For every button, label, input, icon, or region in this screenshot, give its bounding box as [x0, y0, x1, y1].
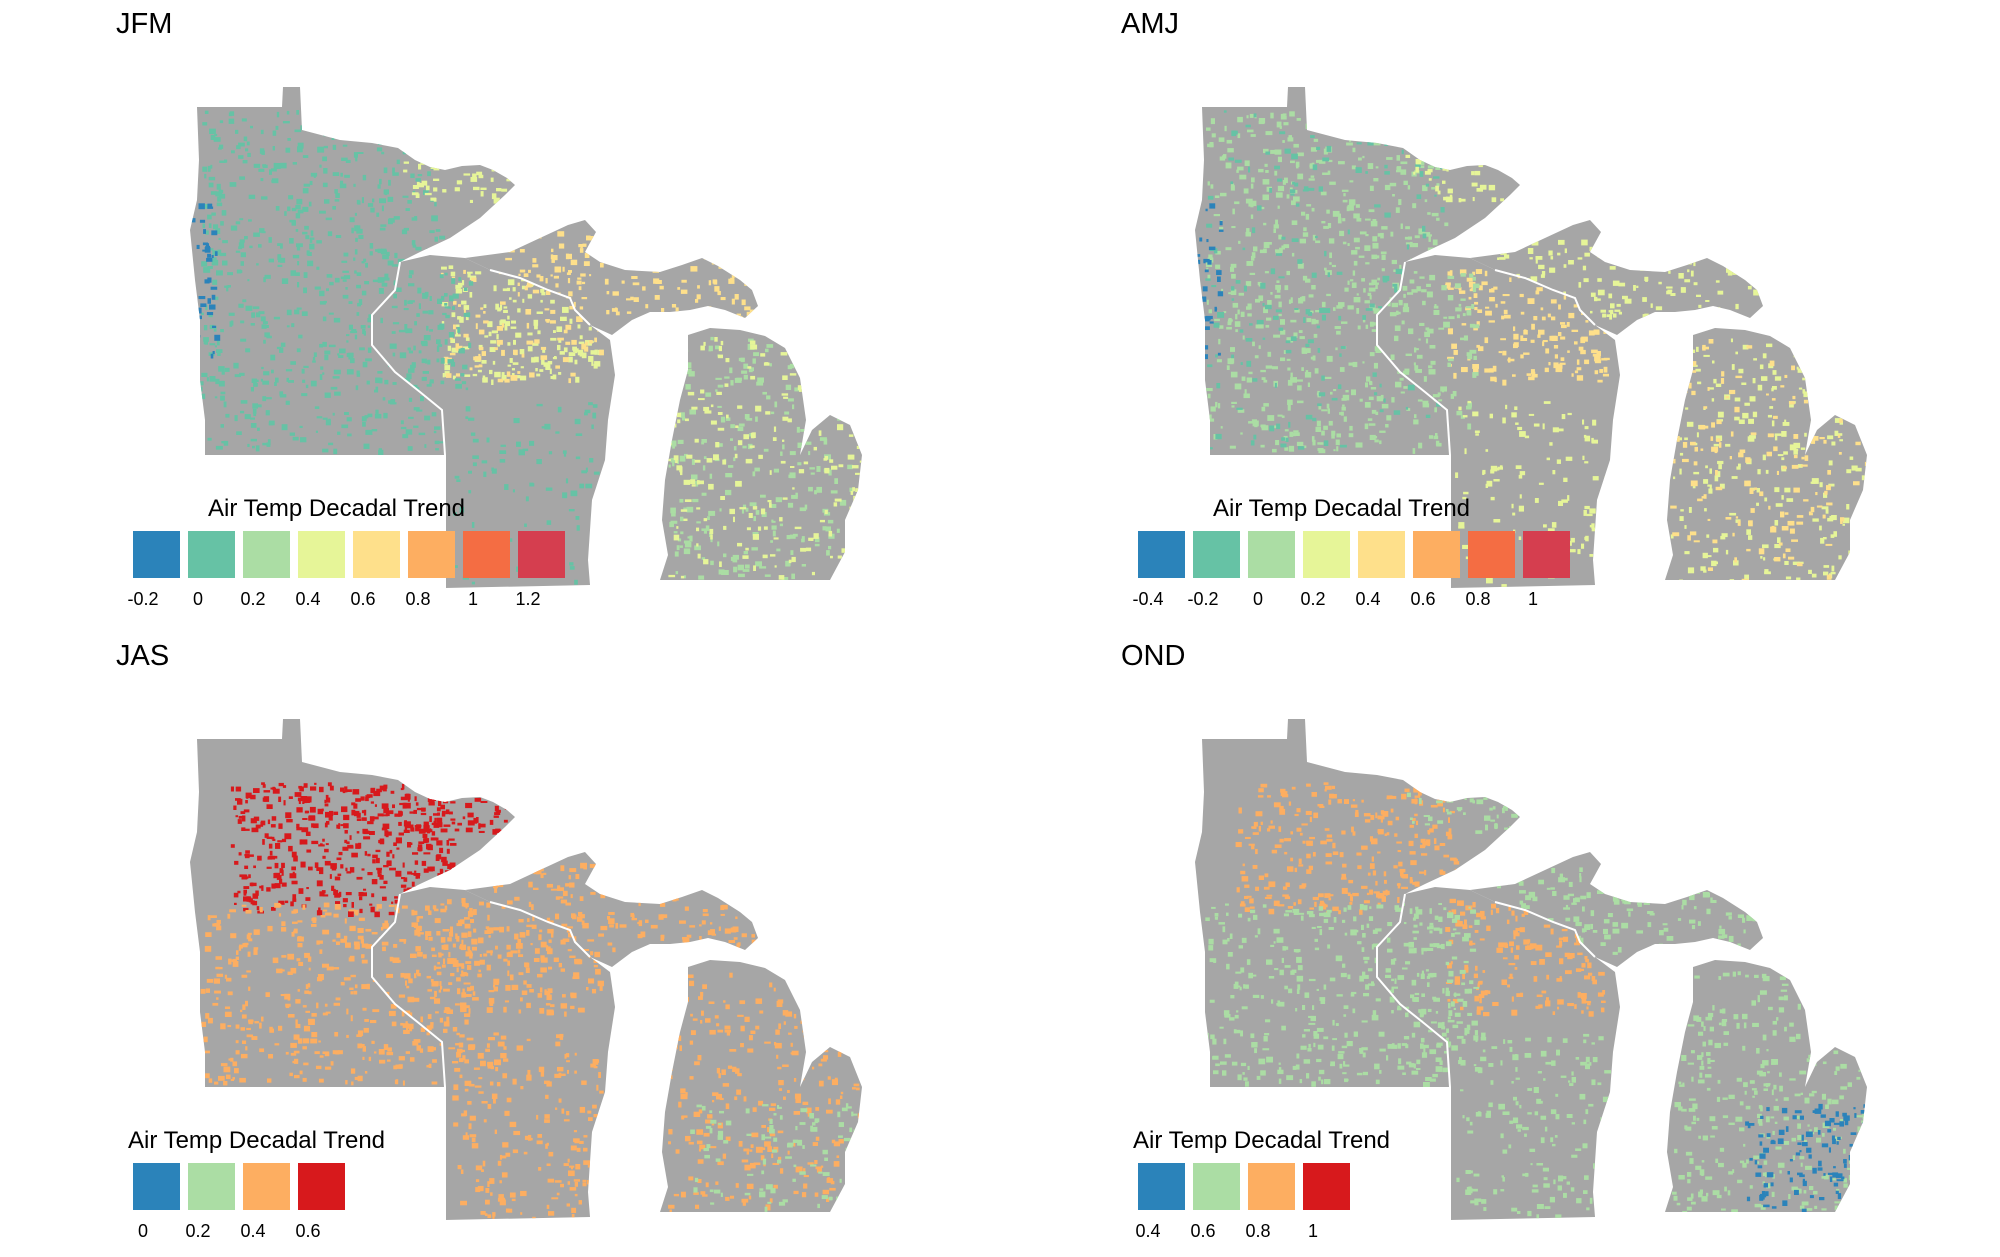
legend-tick-label: 1 — [1528, 589, 1538, 610]
legend-swatch — [1413, 531, 1460, 578]
legend-title: Air Temp Decadal Trend — [1213, 495, 1470, 523]
legend-swatch — [1248, 1163, 1295, 1210]
legend-swatches — [133, 531, 565, 578]
legend-tick-label: -0.2 — [1187, 589, 1218, 610]
legend-tick-label: 0.2 — [240, 589, 265, 610]
legend-swatch — [1248, 531, 1295, 578]
legend-swatches — [1138, 531, 1570, 578]
legend-tick-label: 0 — [193, 589, 203, 610]
legend-swatches — [133, 1163, 345, 1210]
legend-tick-label: 0.8 — [1465, 589, 1490, 610]
legend-tick-labels: 0 0.2 0.4 0.6 — [133, 1221, 613, 1245]
michigan-lower-peninsula-shape — [660, 960, 862, 1212]
legend-swatch — [188, 531, 235, 578]
legend-swatch — [1193, 531, 1240, 578]
legend-tick-label: 0.6 — [350, 589, 375, 610]
legend-swatch — [243, 1163, 290, 1210]
legend-swatch — [353, 531, 400, 578]
legend-tick-label: 0.4 — [240, 1221, 265, 1242]
legend-swatch — [518, 531, 565, 578]
legend-tick-label: 0.4 — [295, 589, 320, 610]
legend-swatches — [1138, 1163, 1350, 1210]
legend-tick-label: 1 — [468, 589, 478, 610]
legend-tick-label: 0.6 — [1410, 589, 1435, 610]
legend-swatch — [298, 531, 345, 578]
legend-tick-label: -0.4 — [1132, 589, 1163, 610]
legend-tick-label: -0.2 — [127, 589, 158, 610]
legend-title: Air Temp Decadal Trend — [128, 1127, 385, 1155]
legend-tick-label: 0.8 — [405, 589, 430, 610]
legend-tick-label: 1 — [1308, 1221, 1318, 1242]
legend-swatch — [1138, 1163, 1185, 1210]
legend-swatch — [408, 531, 455, 578]
legend-tick-label: 0.8 — [1245, 1221, 1270, 1242]
legend-tick-label: 1.2 — [515, 589, 540, 610]
legend-tick-label: 0.6 — [1190, 1221, 1215, 1242]
legend-tick-labels: 0.4 0.6 0.8 1 — [1138, 1221, 1618, 1245]
legend-swatch — [188, 1163, 235, 1210]
legend-title: Air Temp Decadal Trend — [1133, 1127, 1390, 1155]
legend-swatch — [1358, 531, 1405, 578]
legend-swatch — [1138, 531, 1185, 578]
legend-tick-label: 0.4 — [1355, 589, 1380, 610]
legend-tick-label: 0.4 — [1135, 1221, 1160, 1242]
legend-swatch — [133, 531, 180, 578]
legend-swatch — [1193, 1163, 1240, 1210]
legend-swatch — [243, 531, 290, 578]
legend-swatch — [463, 531, 510, 578]
legend-swatch — [1523, 531, 1570, 578]
legend-tick-label: 0.2 — [1300, 589, 1325, 610]
legend-tick-label: 0 — [1253, 589, 1263, 610]
legend-swatch — [1468, 531, 1515, 578]
legend-tick-label: 0 — [138, 1221, 148, 1242]
legend-tick-label: 0.6 — [295, 1221, 320, 1242]
legend-swatch — [1303, 531, 1350, 578]
legend-swatch — [1303, 1163, 1350, 1210]
legend-title: Air Temp Decadal Trend — [208, 495, 465, 523]
legend-tick-label: 0.2 — [185, 1221, 210, 1242]
legend-swatch — [133, 1163, 180, 1210]
legend-swatch — [298, 1163, 345, 1210]
